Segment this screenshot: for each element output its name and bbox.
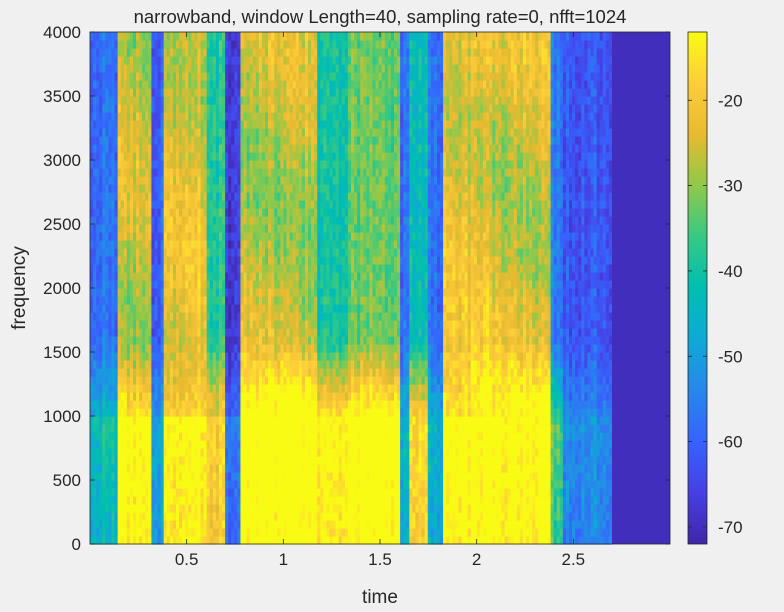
spectrogram-plot-area [90,32,670,545]
chart-title: narrowband, window Length=40, sampling r… [134,6,627,27]
spectrogram-cells [90,32,670,545]
